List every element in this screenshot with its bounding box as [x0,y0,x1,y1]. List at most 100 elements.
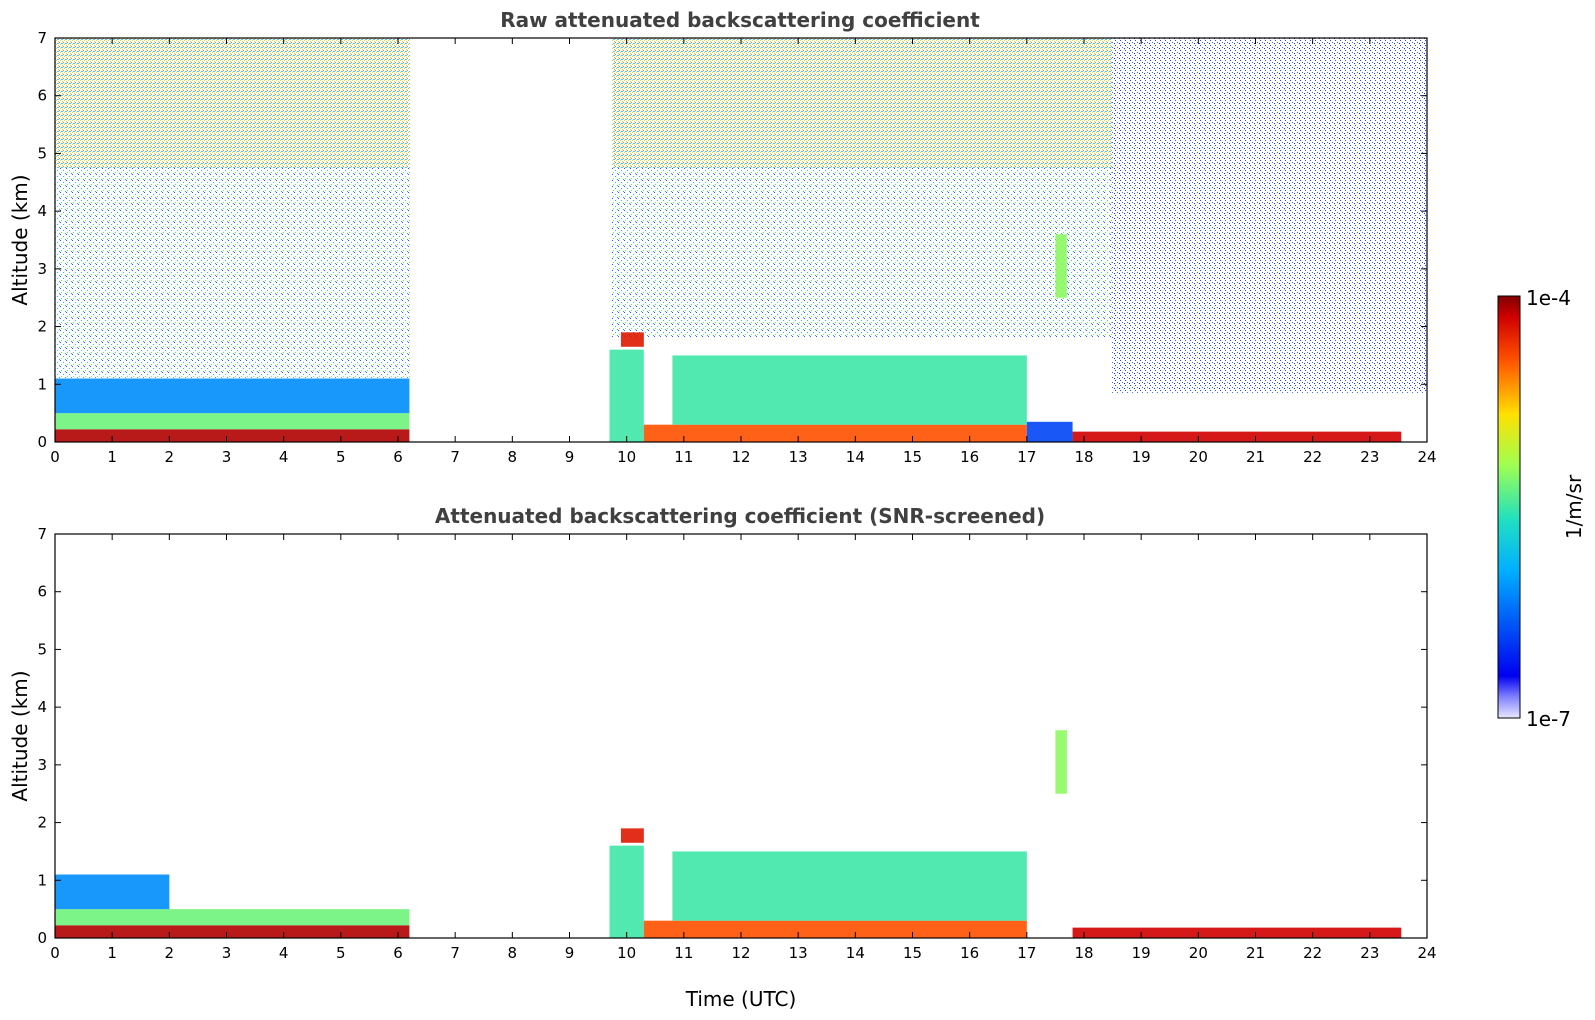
raw-mid-noise-right [612,168,1112,338]
raw-x-tick-label: 15 [903,448,922,466]
raw-y-tick-label: 3 [37,260,47,278]
snr-x-tick-label: 0 [50,944,60,962]
raw-upper-noise-right [612,38,1112,168]
snr-x-tick-label: 19 [1132,944,1151,962]
raw-x-tick-label: 1 [107,448,117,466]
snr-y-tick-label: 0 [37,929,47,947]
x-axis-label: Time (UTC) [685,987,797,1011]
snr-screened-panel: Attenuated backscattering coefficient (S… [8,504,1437,1011]
raw-x-tick-label: 20 [1189,448,1208,466]
snr-x-tick-label: 9 [565,944,575,962]
snr-y-axis-label: Altitude (km) [8,670,32,801]
raw-y-tick-label: 0 [37,433,47,451]
snr-x-tick-label: 23 [1360,944,1379,962]
raw-x-tick-label: 19 [1132,448,1151,466]
snr-feature-region-2 [55,874,170,910]
raw-y-tick-label: 1 [37,375,47,393]
snr-x-tick-label: 1 [107,944,117,962]
snr-panel-title: Attenuated backscattering coefficient (S… [435,504,1045,528]
snr-y-tick-label: 4 [37,698,47,716]
snr-x-tick-label: 24 [1417,944,1436,962]
colorbar-max-label: 1e-4 [1526,286,1571,310]
snr-x-tick-label: 16 [960,944,979,962]
raw-feature-region-4 [620,332,644,347]
snr-feature-region-5 [643,920,1027,938]
raw-x-tick-label: 16 [960,448,979,466]
raw-backscatter-panel: Raw attenuated backscattering coefficien… [8,8,1437,466]
snr-x-tick-label: 17 [1017,944,1036,962]
raw-y-tick-label: 2 [37,318,47,336]
snr-y-tick-label: 1 [37,871,47,889]
snr-x-tick-label: 4 [279,944,289,962]
snr-axes: 0 1 2 3 4 5 6 7 8 9 10 11 12 13 14 15 16 17 18 19 20 21 22 23 24… [37,525,1436,962]
raw-x-tick-label: 4 [279,448,289,466]
raw-feature-region-7 [1026,421,1073,442]
raw-noise-background [55,38,1427,393]
raw-feature-region-6 [672,355,1027,425]
raw-y-tick-label: 6 [37,87,47,105]
raw-x-tick-label: 8 [508,448,518,466]
raw-feature-region-8 [1055,234,1067,298]
raw-feature-region-9 [1072,431,1402,442]
snr-x-tick-label: 11 [674,944,693,962]
raw-mid-noise-left [55,168,410,378]
raw-x-tick-label: 17 [1017,448,1036,466]
snr-y-tick-label: 7 [37,525,47,543]
snr-x-tick-label: 15 [903,944,922,962]
colorbar-min-label: 1e-7 [1526,707,1571,731]
raw-feature-region-5 [643,424,1027,442]
raw-feature-region-3 [609,349,644,442]
raw-x-tick-label: 13 [789,448,808,466]
raw-feature-region-2 [55,378,410,414]
raw-x-tick-label: 10 [617,448,636,466]
snr-x-tick-label: 12 [731,944,750,962]
raw-y-tick-label: 7 [37,29,47,47]
snr-x-tick-label: 5 [336,944,346,962]
raw-stripe-noise [1112,38,1427,393]
snr-x-tick-label: 3 [222,944,232,962]
colorbar-gradient [1497,295,1521,719]
snr-feature-region-8 [1072,927,1402,938]
raw-y-tick-label: 4 [37,202,47,220]
raw-x-tick-label: 14 [846,448,865,466]
raw-y-axis-label: Altitude (km) [8,174,32,305]
snr-x-tick-label: 7 [450,944,460,962]
snr-y-tick-label: 2 [37,814,47,832]
raw-x-tick-label: 9 [565,448,575,466]
snr-x-tick-label: 18 [1074,944,1093,962]
raw-backscatter-features [55,234,1402,442]
snr-feature-region-3 [609,845,644,938]
snr-feature-region-1 [55,909,410,926]
snr-x-tick-label: 13 [789,944,808,962]
snr-x-tick-label: 21 [1246,944,1265,962]
snr-y-tick-label: 6 [37,583,47,601]
raw-x-tick-label: 6 [393,448,403,466]
snr-x-tick-label: 2 [165,944,175,962]
raw-feature-region-0 [55,429,410,442]
raw-upper-noise-left [55,38,410,168]
raw-x-tick-label: 21 [1246,448,1265,466]
raw-axes: 0 1 2 3 4 5 6 7 8 9 10 11 12 13 14 15 16 17 18 19 20 21 22 23 24… [37,29,1436,466]
snr-x-tick-label: 10 [617,944,636,962]
raw-x-tick-label: 22 [1303,448,1322,466]
snr-x-tick-label: 14 [846,944,865,962]
raw-x-tick-label: 0 [50,448,60,466]
snr-feature-region-4 [620,828,644,843]
snr-x-tick-label: 20 [1189,944,1208,962]
snr-feature-region-6 [672,851,1027,921]
colorbar: 1e-4 1e-7 1/m/sr [1497,286,1586,731]
snr-feature-region-7 [1055,730,1067,794]
raw-x-tick-label: 11 [674,448,693,466]
raw-y-tick-label: 5 [37,144,47,162]
raw-x-tick-label: 23 [1360,448,1379,466]
raw-feature-region-1 [55,413,410,430]
raw-x-tick-label: 12 [731,448,750,466]
raw-x-tick-label: 24 [1417,448,1436,466]
snr-x-tick-label: 8 [508,944,518,962]
raw-x-tick-label: 18 [1074,448,1093,466]
raw-x-tick-label: 7 [450,448,460,466]
raw-x-tick-label: 3 [222,448,232,466]
colorbar-units-label: 1/m/sr [1562,474,1586,539]
snr-backscatter-features [55,730,1402,938]
